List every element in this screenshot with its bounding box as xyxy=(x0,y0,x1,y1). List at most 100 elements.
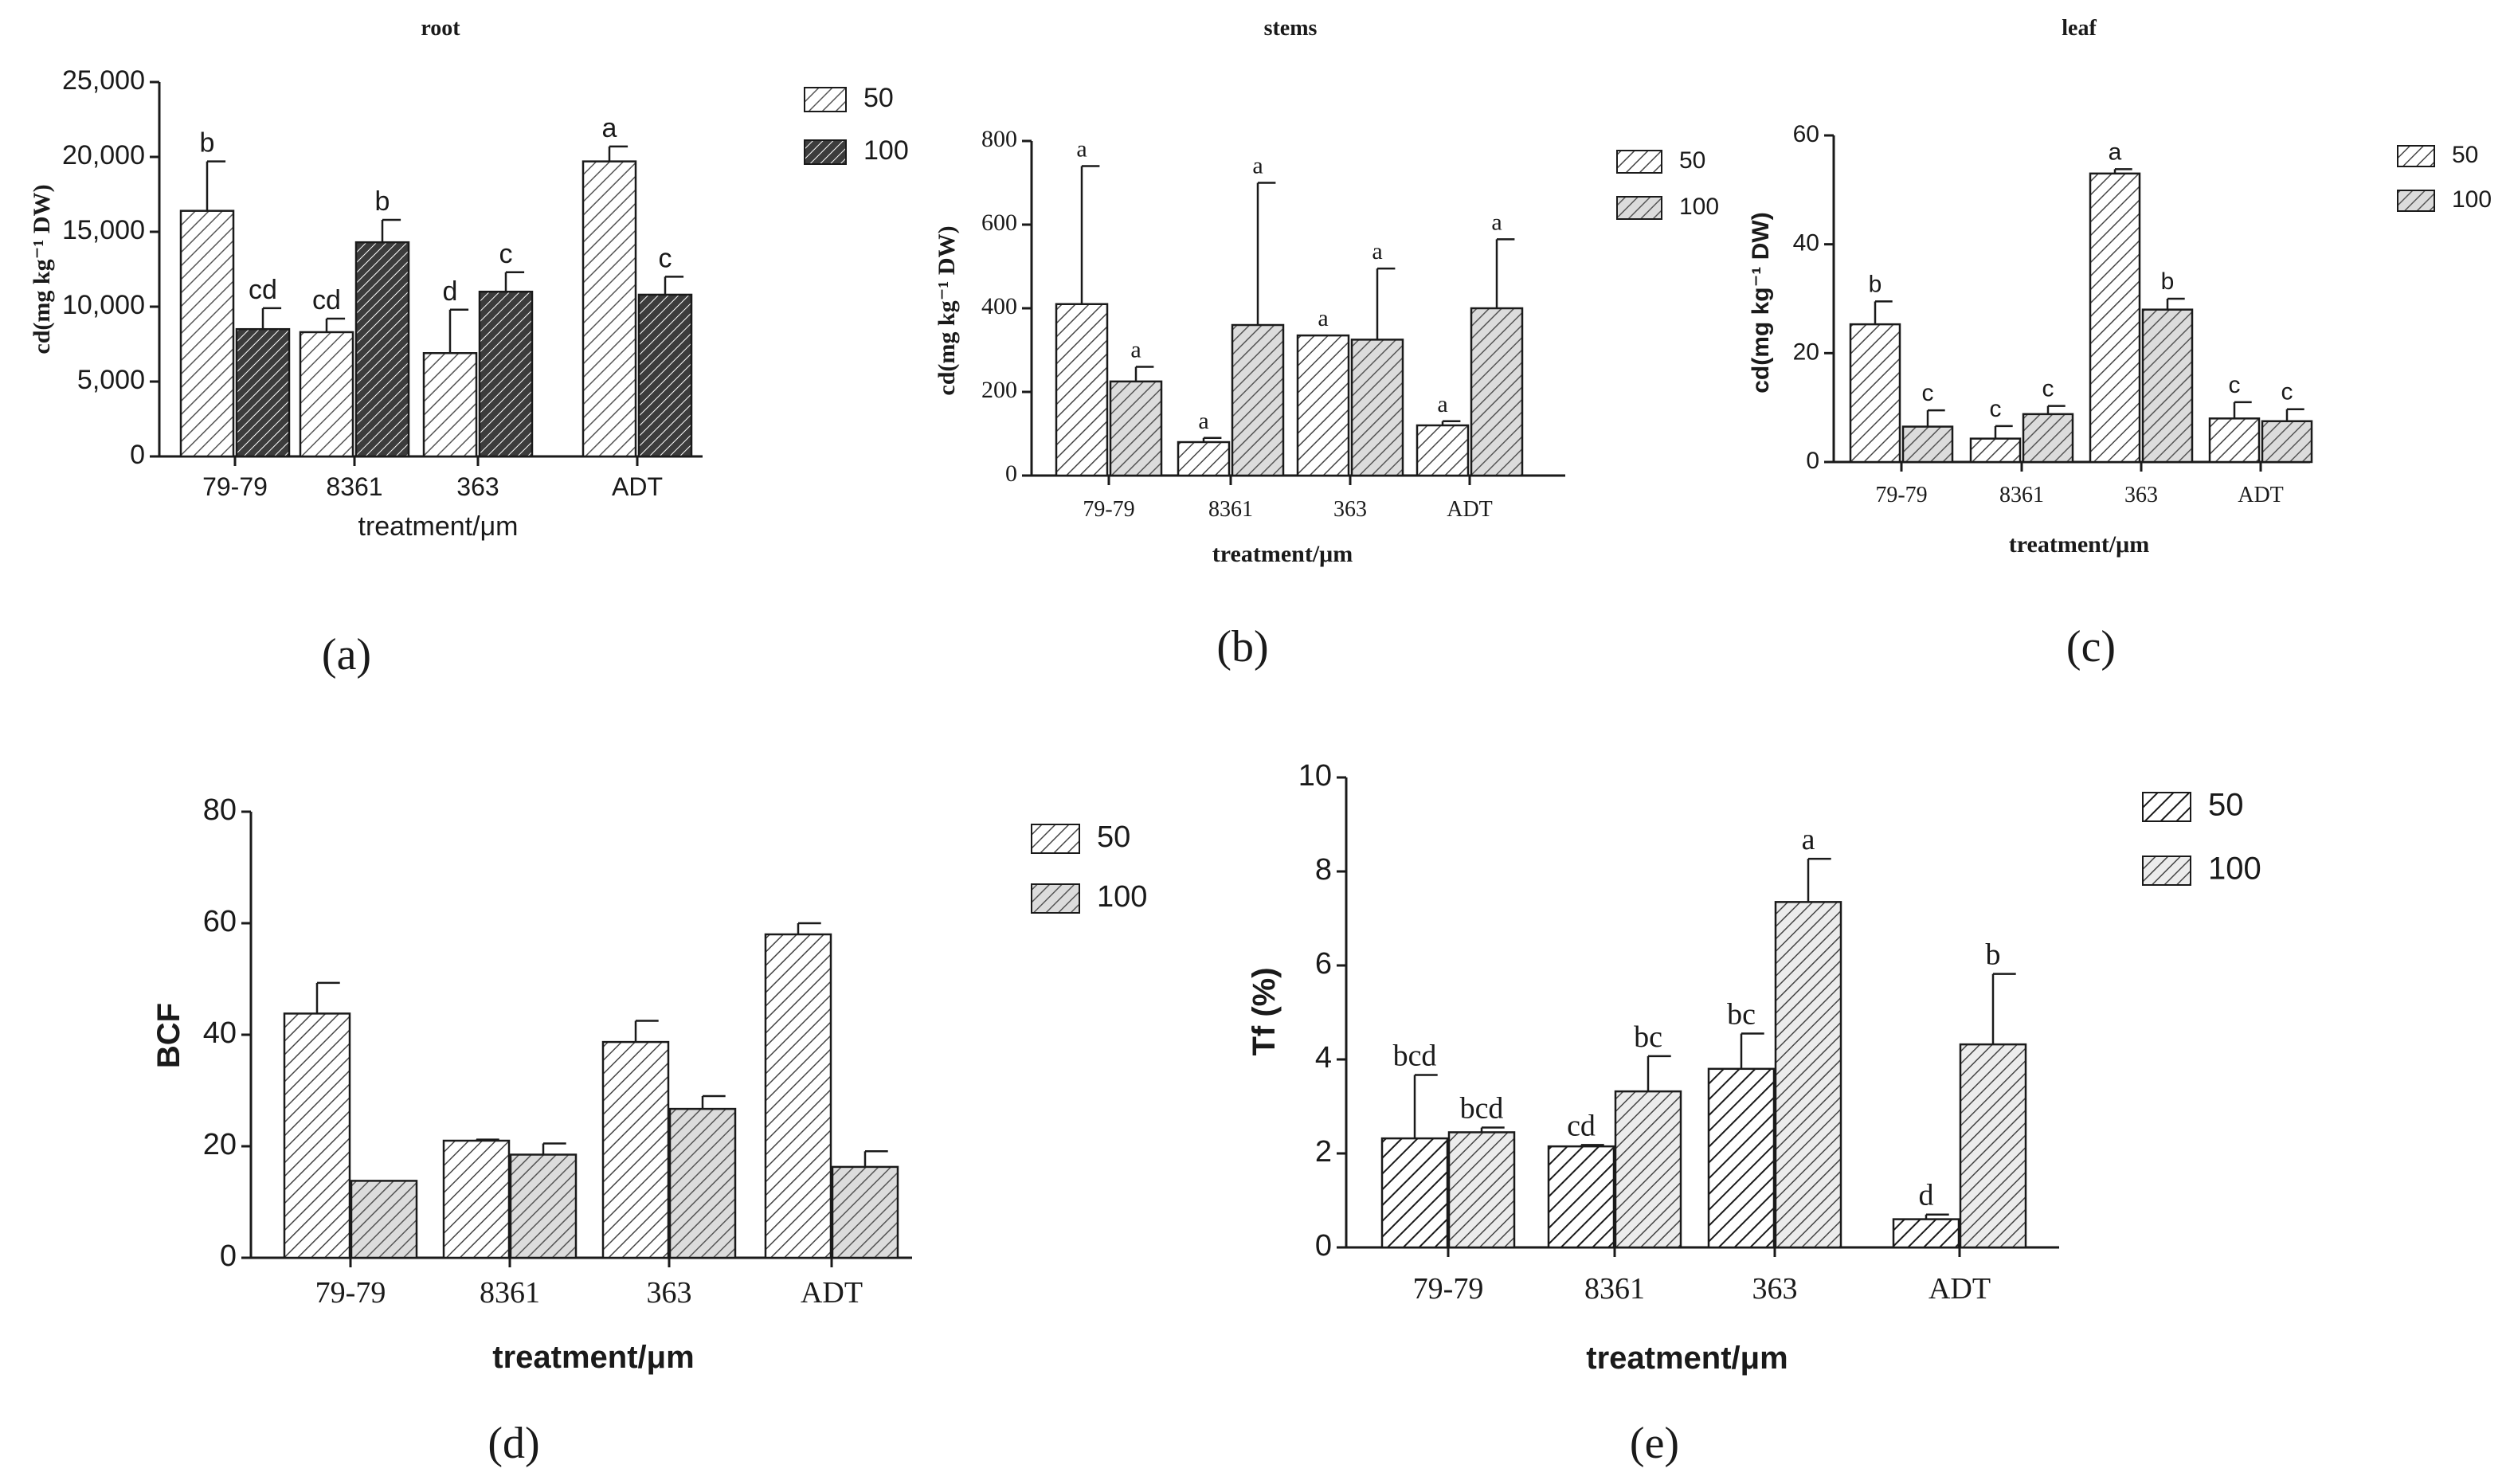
y-tick-label: 20 xyxy=(203,1128,237,1161)
chart-leaf: 0 20 40 60 79-79 8361 363 ADT b c a c c c b c leaf treatm… xyxy=(1748,16,2492,672)
y-axis-label: Tf (%) xyxy=(1247,967,1282,1055)
x-tick-label: ADT xyxy=(1447,497,1493,522)
significance-letter: a xyxy=(1491,209,1502,235)
bar-100-8361 xyxy=(354,241,410,458)
bar-50-363 xyxy=(422,352,478,458)
x-tick-label: ADT xyxy=(801,1276,863,1310)
bar-50-ADT xyxy=(1416,424,1470,477)
bar-100-363 xyxy=(668,1107,737,1259)
legend-swatch-100 xyxy=(2397,190,2435,212)
significance-letter: a xyxy=(1198,408,1208,434)
significance-letter: c xyxy=(659,243,672,273)
significance-letter: a xyxy=(1437,391,1447,417)
legend-label-100: 100 xyxy=(1679,194,1719,220)
y-tick-label: 40 xyxy=(203,1016,237,1050)
significance-letter: a xyxy=(602,113,617,143)
legend-label-100: 100 xyxy=(863,135,909,166)
legend-label-50: 50 xyxy=(2452,142,2478,168)
bar-100-79-79 xyxy=(350,1180,418,1259)
bar-100-ADT xyxy=(637,293,693,458)
x-axis-label: treatment/μm xyxy=(2009,531,2149,558)
bar-100-363 xyxy=(1350,339,1404,477)
significance-letter: c xyxy=(1922,380,1934,406)
bar-100-8361 xyxy=(1231,323,1285,477)
bar-100-363 xyxy=(1774,901,1842,1249)
bar-100-79-79 xyxy=(235,327,291,458)
bar-50-ADT xyxy=(1892,1218,1960,1249)
significance-letter: b xyxy=(375,186,390,217)
y-tick-label: 60 xyxy=(1793,121,1819,147)
bar-50-8361 xyxy=(1969,437,2022,464)
significance-letter: d xyxy=(1919,1179,1934,1212)
y-tick-label: 6 xyxy=(1315,947,1332,981)
legend-swatch-50 xyxy=(2142,792,2191,822)
bar-100-79-79 xyxy=(1901,425,1954,464)
y-tick-label: 20 xyxy=(1793,339,1819,365)
panel-label: (d) xyxy=(488,1419,539,1468)
y-tick-label: 25,000 xyxy=(62,65,145,96)
x-tick-label: 363 xyxy=(1752,1272,1798,1306)
significance-letter: b xyxy=(2161,268,2175,295)
bar-50-79-79 xyxy=(283,1012,351,1259)
x-tick-label: 8361 xyxy=(1208,497,1253,522)
legend-label-100: 100 xyxy=(1097,880,1147,914)
y-tick-label: 10,000 xyxy=(62,290,145,320)
y-tick-label: 15,000 xyxy=(62,215,145,245)
y-tick-label: 400 xyxy=(981,293,1017,319)
legend-swatch-50 xyxy=(1031,824,1080,854)
x-tick-label: 363 xyxy=(1333,497,1367,522)
bar-50-363 xyxy=(1707,1067,1776,1249)
y-tick-label: 10 xyxy=(1298,759,1332,793)
bar-50-ADT xyxy=(2208,417,2261,464)
x-tick-label: ADT xyxy=(1929,1272,1991,1306)
bar-50-363 xyxy=(2089,172,2141,464)
x-tick-label: 79-79 xyxy=(1875,483,1927,507)
y-axis-label: cd(mg kg⁻¹ DW) xyxy=(1748,212,1774,393)
significance-letter: b xyxy=(200,128,215,159)
significance-letter: cd xyxy=(249,275,277,305)
significance-letter: a xyxy=(1076,136,1087,162)
bar-50-79-79 xyxy=(179,209,235,458)
panel-label: (a) xyxy=(322,630,371,679)
legend-swatch-50 xyxy=(1616,150,1662,174)
significance-letter: a xyxy=(1252,153,1263,179)
legend-label-50: 50 xyxy=(1097,820,1130,854)
x-tick-label: 8361 xyxy=(480,1276,540,1310)
x-tick-label: 79-79 xyxy=(1083,497,1134,522)
significance-letter: c xyxy=(1990,396,2002,422)
bar-100-8361 xyxy=(2022,413,2074,464)
bar-50-79-79 xyxy=(1849,323,1901,464)
chart-bcf: 0 20 40 60 80 79-79 8361 363 ADT treatment/μm BCF 5… xyxy=(151,793,1147,1468)
chart-title: leaf xyxy=(2062,16,2097,41)
legend-swatch-100 xyxy=(1031,883,1080,914)
chart-stems: 0 200 400 600 800 79-79 8361 363 ADT a a a a a a a a stem… xyxy=(934,16,1719,672)
chart-root: 0 5,000 10,000 15,000 20,000 25,000 79-79 8361 3… xyxy=(29,16,909,679)
y-tick-label: 20,000 xyxy=(62,140,145,170)
y-tick-label: 5,000 xyxy=(77,365,145,395)
bar-50-79-79 xyxy=(1055,303,1109,477)
x-tick-label: 363 xyxy=(647,1276,692,1310)
legend-swatch-100 xyxy=(1616,196,1662,220)
bar-50-363 xyxy=(1296,334,1350,477)
y-axis-label: cd(mg kg⁻¹ DW) xyxy=(934,225,960,395)
panel-label: (e) xyxy=(1630,1419,1679,1468)
y-tick-label: 800 xyxy=(981,126,1017,152)
bar-100-ADT xyxy=(2261,420,2313,464)
significance-letter: bc xyxy=(1727,998,1756,1032)
significance-letter: c xyxy=(2042,376,2054,402)
y-tick-label: 0 xyxy=(1806,448,1819,474)
significance-letter: cd xyxy=(1567,1109,1596,1142)
y-tick-label: 2 xyxy=(1315,1135,1332,1169)
legend-swatch-50 xyxy=(2397,145,2435,167)
x-axis-label: treatment/μm xyxy=(1586,1341,1788,1376)
bar-50-8361 xyxy=(1177,441,1231,477)
bar-100-ADT xyxy=(1470,307,1524,477)
y-tick-label: 600 xyxy=(981,209,1017,236)
bar-100-ADT xyxy=(1959,1043,2027,1249)
significance-letter: c xyxy=(2229,372,2241,398)
bar-50-8361 xyxy=(442,1139,511,1259)
bar-100-8361 xyxy=(1614,1090,1682,1249)
bar-50-8361 xyxy=(299,331,354,458)
chart-title: stems xyxy=(1264,16,1318,41)
